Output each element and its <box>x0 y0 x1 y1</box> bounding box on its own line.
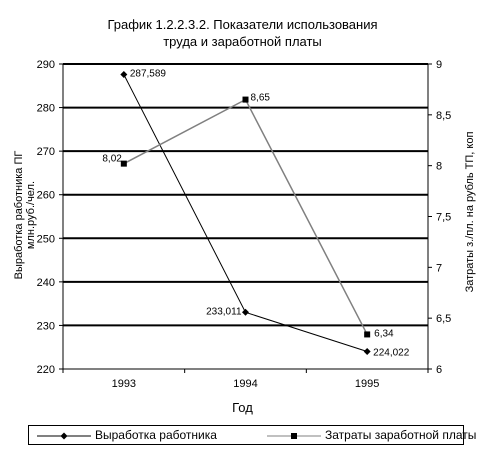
x-tick-label: 1994 <box>233 378 257 390</box>
data-point-wage-costs <box>364 331 371 338</box>
y-right-tick-label: 8 <box>436 161 442 173</box>
x-tick-label: 1993 <box>112 378 136 390</box>
data-label-wage-costs: 8,65 <box>251 93 271 104</box>
data-point-wage-costs <box>120 160 127 167</box>
chart-title-line1: График 1.2.2.3.2. Показатели использован… <box>107 17 378 32</box>
data-label-output: 287,589 <box>130 69 167 80</box>
data-point-output <box>120 71 128 79</box>
y-left-tick-label: 220 <box>37 364 55 376</box>
data-label-wage-costs: 6,34 <box>374 328 394 339</box>
y-left-tick-label: 280 <box>37 103 55 115</box>
x-tick-label: 1995 <box>355 378 379 390</box>
y-right-tick-label: 7,5 <box>436 212 451 224</box>
y-left-tick-label: 270 <box>37 146 55 158</box>
y-left-tick-label: 240 <box>37 277 55 289</box>
y-left-tick-label: 250 <box>37 233 55 245</box>
data-point-output <box>363 347 371 355</box>
chart-title-line2: труда и заработной платы <box>163 34 322 49</box>
y-right-tick-label: 7 <box>436 262 442 274</box>
data-label-output: 224,022 <box>373 347 410 358</box>
x-axis-label: Год <box>232 400 253 415</box>
series-line-wage-costs <box>123 98 368 335</box>
legend-label-series-1: Выработка работника <box>95 428 217 442</box>
data-label-wage-costs: 8,02 <box>102 154 122 165</box>
y-right-tick-label: 8,5 <box>436 110 451 122</box>
y-right-tick-label: 6,5 <box>436 313 451 325</box>
y-axis-left-label: Выработка работника ПГ млн.руб./чел. <box>13 150 37 280</box>
legend: Выработка работника Затраты заработной п… <box>28 425 476 445</box>
data-label-output: 233,011 <box>206 306 242 317</box>
chart-title: График 1.2.2.3.2. Показатели использован… <box>0 16 485 50</box>
legend-marker-series-2 <box>267 433 321 439</box>
y-axis-right-label: Затраты з./пл. на рубль ТП, коп <box>464 131 476 293</box>
data-point-wage-costs <box>242 96 249 103</box>
data-point-output <box>242 308 249 316</box>
y-right-tick-label: 9 <box>436 59 442 71</box>
y-left-tick-label: 290 <box>37 59 55 71</box>
legend-marker-series-1 <box>37 432 91 440</box>
legend-label-series-2: Затраты заработной платы <box>325 428 477 442</box>
y-left-tick-label: 230 <box>37 320 55 332</box>
y-right-tick-label: 6 <box>436 364 442 376</box>
y-left-tick-label: 260 <box>37 190 55 202</box>
